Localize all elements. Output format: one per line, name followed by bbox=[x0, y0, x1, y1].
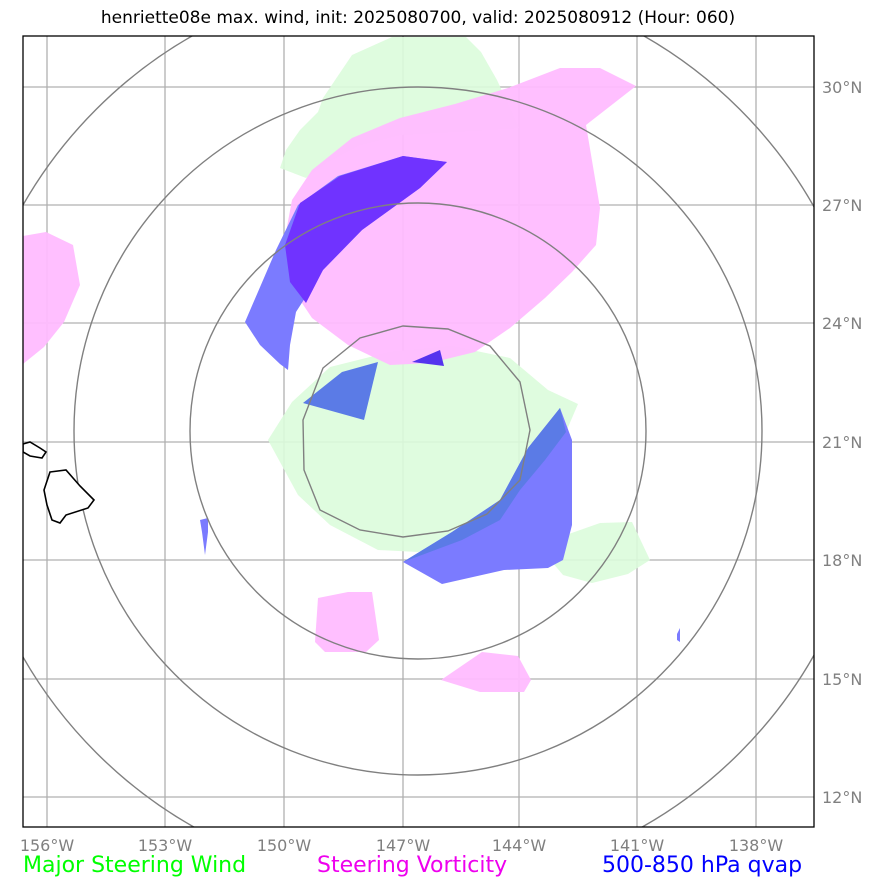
lon-tick-label: 138°W bbox=[729, 836, 784, 855]
legend-qvap: 500-850 hPa qvap bbox=[602, 853, 803, 878]
lat-tick-label: 27°N bbox=[822, 196, 862, 215]
vorticity-west bbox=[23, 232, 80, 364]
lon-tick-label: 141°W bbox=[610, 836, 665, 855]
legend-steering-vorticity: Steering Vorticity bbox=[317, 853, 508, 878]
vorticity-south-2 bbox=[441, 652, 531, 692]
lat-tick-label: 15°N bbox=[822, 670, 862, 689]
steering-wind-east bbox=[552, 522, 650, 583]
lat-tick-label: 30°N bbox=[822, 78, 862, 97]
lon-tick-label: 153°W bbox=[138, 836, 193, 855]
lon-tick-label: 147°W bbox=[376, 836, 431, 855]
island-maui bbox=[23, 441, 48, 459]
qvap-center-sliver bbox=[412, 350, 444, 366]
qvap-areas bbox=[200, 156, 680, 642]
range-ring-1 bbox=[302, 325, 531, 538]
lon-tick-label: 156°W bbox=[20, 836, 75, 855]
lat-tick-label: 12°N bbox=[822, 788, 862, 807]
qvap-east-speck bbox=[677, 628, 680, 642]
qvap-southeast-overlap bbox=[403, 408, 566, 562]
vorticity-main bbox=[283, 68, 636, 365]
lat-tick-label: 21°N bbox=[822, 433, 862, 452]
qvap-center-west bbox=[303, 362, 378, 420]
lon-tick-label: 150°W bbox=[257, 836, 312, 855]
map-frame bbox=[22, 35, 815, 828]
island-big-island bbox=[43, 469, 96, 524]
vorticity-south-1 bbox=[315, 592, 379, 652]
lon-tick-labels: 156°W 153°W 150°W 147°W 144°W 141°W 138°… bbox=[20, 836, 784, 855]
map-title: henriette08e max. wind, init: 2025080700… bbox=[100, 8, 736, 28]
qvap-west-speck bbox=[200, 518, 208, 555]
lat-tick-labels: 30°N 27°N 24°N 21°N 18°N 15°N 12°N bbox=[822, 78, 862, 807]
steering-vorticity-areas bbox=[23, 68, 636, 692]
lon-tick-label: 144°W bbox=[492, 836, 547, 855]
lat-tick-label: 18°N bbox=[822, 551, 862, 570]
lat-tick-label: 24°N bbox=[822, 314, 862, 333]
range-ring-3 bbox=[73, 86, 763, 776]
coastline-hawaii bbox=[23, 441, 96, 524]
steering-wind-north bbox=[280, 37, 519, 178]
qvap-north-overlap bbox=[285, 156, 447, 303]
range-ring-2 bbox=[189, 202, 647, 660]
legend-steering-wind: Major Steering Wind bbox=[23, 853, 247, 878]
